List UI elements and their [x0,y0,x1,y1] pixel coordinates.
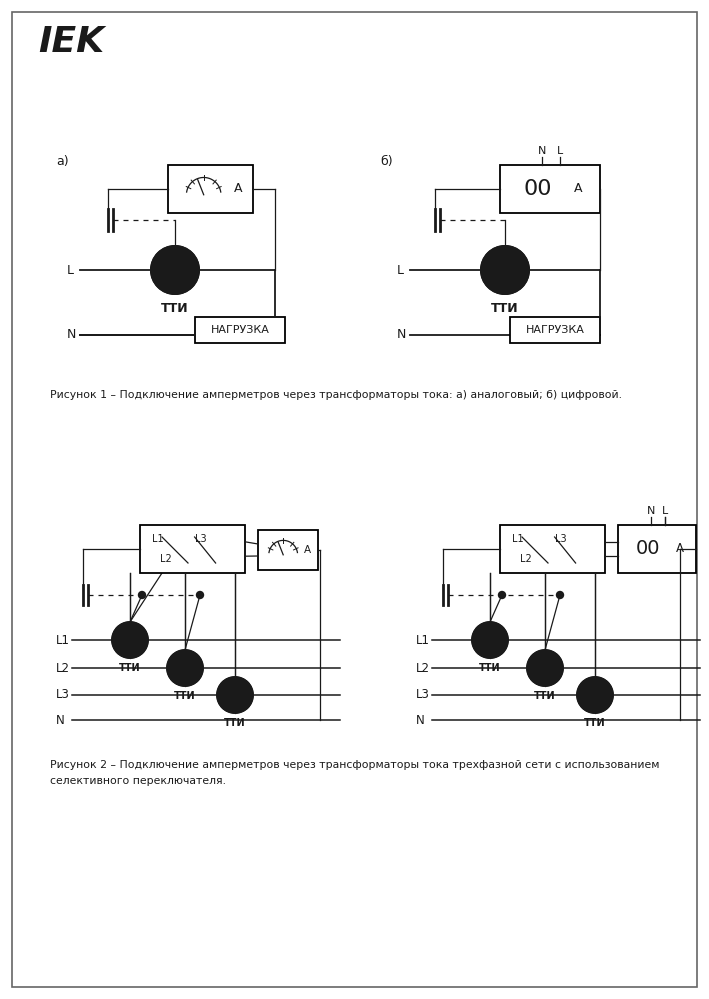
Text: А: А [676,542,684,555]
Text: N: N [647,506,655,516]
Text: А: А [303,545,311,555]
Text: 00: 00 [524,179,552,199]
Circle shape [577,677,613,713]
Text: А: А [233,183,242,196]
Circle shape [138,591,145,598]
Text: Рисунок 1 – Подключение амперметров через трансформаторы тока: а) аналоговый; б): Рисунок 1 – Подключение амперметров чере… [50,390,622,400]
Text: N: N [416,713,425,726]
Text: N: N [397,329,406,342]
Circle shape [498,591,506,598]
Circle shape [493,258,517,282]
FancyBboxPatch shape [500,165,600,213]
Text: ТТИ: ТТИ [491,302,519,315]
FancyBboxPatch shape [168,165,253,213]
Circle shape [217,677,253,713]
Text: L3: L3 [194,534,206,544]
Text: L1: L1 [512,534,524,544]
Text: L: L [397,264,404,277]
Circle shape [176,659,194,677]
Text: L1: L1 [416,633,430,646]
Text: НАГРУЗКА: НАГРУЗКА [525,325,584,335]
Text: ТТИ: ТТИ [119,663,141,673]
Text: ТТИ: ТТИ [161,302,189,315]
Text: L3: L3 [416,688,430,701]
Text: ТТИ: ТТИ [534,691,556,701]
Text: 00: 00 [635,539,660,558]
Circle shape [226,686,244,704]
Text: а): а) [56,155,69,168]
Text: L3: L3 [56,688,70,701]
Text: ТТИ: ТТИ [584,718,605,728]
Circle shape [586,686,604,704]
Circle shape [472,622,508,658]
Circle shape [481,246,529,294]
FancyBboxPatch shape [258,530,318,570]
Circle shape [112,622,148,658]
Text: L2: L2 [520,554,532,564]
Circle shape [121,631,139,649]
Text: б): б) [380,155,393,168]
Text: N: N [538,146,546,156]
Text: L3: L3 [554,534,566,544]
Text: L2: L2 [160,554,172,564]
Circle shape [151,246,199,294]
Text: А: А [574,183,582,196]
FancyBboxPatch shape [195,317,285,343]
FancyBboxPatch shape [618,525,696,573]
FancyBboxPatch shape [140,525,245,573]
Text: L: L [661,506,668,516]
Text: L1: L1 [56,633,70,646]
Text: Рисунок 2 – Подключение амперметров через трансформаторы тока трехфазной сети с : Рисунок 2 – Подключение амперметров чере… [50,760,659,770]
Text: N: N [56,713,65,726]
Circle shape [163,258,187,282]
Circle shape [481,631,499,649]
Circle shape [557,591,564,598]
Text: ТТИ: ТТИ [479,663,501,673]
Text: IEK: IEK [38,25,104,59]
Text: НАГРУЗКА: НАГРУЗКА [211,325,269,335]
Text: L: L [557,146,563,156]
Text: ТТИ: ТТИ [174,691,196,701]
Text: N: N [67,329,77,342]
Text: L1: L1 [152,534,164,544]
Text: ТТИ: ТТИ [224,718,246,728]
Text: селективного переключателя.: селективного переключателя. [50,776,226,786]
Circle shape [527,650,563,686]
Text: L2: L2 [416,661,430,674]
Circle shape [536,659,554,677]
Circle shape [196,591,203,598]
Circle shape [167,650,203,686]
Text: L2: L2 [56,661,70,674]
Text: L: L [67,264,74,277]
FancyBboxPatch shape [500,525,605,573]
FancyBboxPatch shape [510,317,600,343]
